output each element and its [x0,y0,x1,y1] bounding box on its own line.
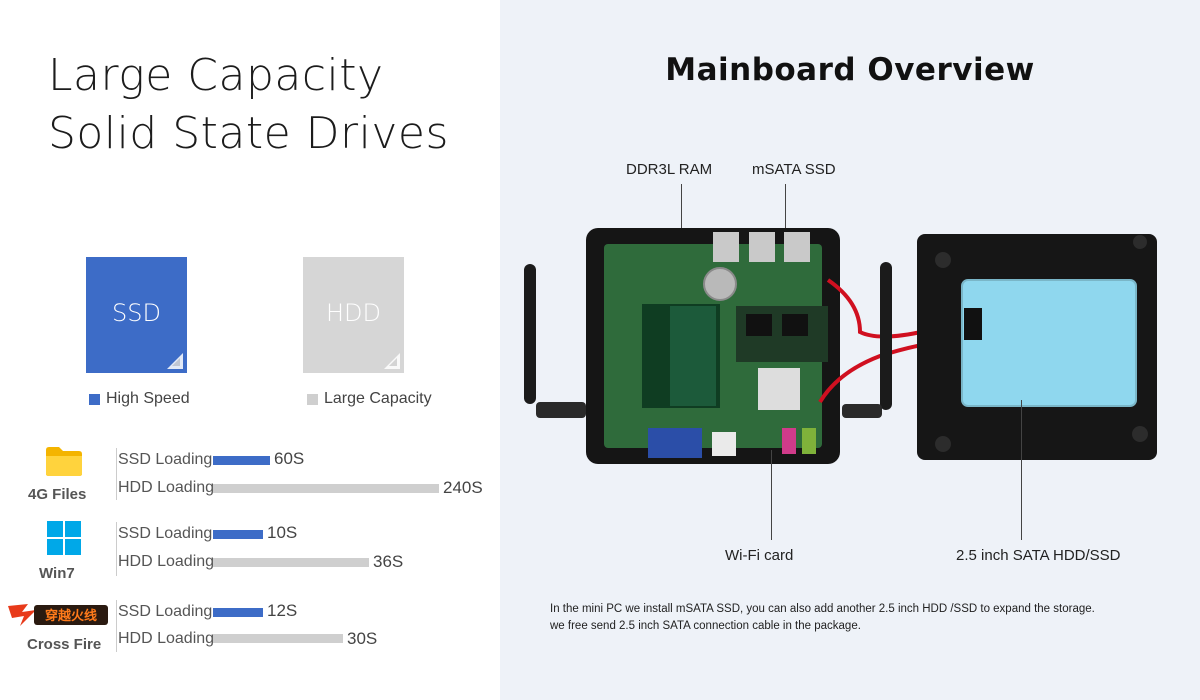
cross-fire-logo-icon: 穿越火线 [4,602,112,633]
cross-fire-logo-text: 穿越火线 [45,608,97,624]
legend-hdd-swatch [307,393,318,405]
loading-group-cross-fire: 穿越火线 Cross Fire SSD Loading 12S HDD Load… [0,592,500,662]
callout-wifi-card: Wi-Fi card [725,547,794,564]
headline-line-1: Large Capacity [48,50,384,101]
legend-hdd-label: Large Capacity [324,390,432,407]
leader-line-sata [1021,400,1022,540]
note-line-2: we free send 2.5 inch SATA connection ca… [550,620,861,632]
windows-logo-icon [26,520,102,561]
hdd-card-label: HDD [325,299,381,327]
wifi-module [758,368,800,410]
mainboard-title: Mainboard Overview [665,52,1035,88]
legend-hdd: Large Capacity [307,390,432,408]
callout-sata-drive: 2.5 inch SATA HDD/SSD [956,547,1121,564]
loading-group-4g-files: 4G Files SSD Loading 60S HDD Loading 240… [0,440,500,510]
note-line-1: In the mini PC we install mSATA SSD, you… [550,603,1095,615]
hdd-loading-bar [213,558,369,567]
ssd-card-label: SSD [112,299,161,327]
hdd-loading-value: 240S [443,478,483,497]
legend-ssd-label: High Speed [106,390,190,407]
ssd-loading-bar [213,530,263,539]
antenna-left [524,264,536,404]
legend-ssd: High Speed [89,390,190,408]
ssd-loading-value: 60S [274,449,305,468]
leader-line-wifi [771,450,772,540]
folder-icon [26,444,102,483]
ssd-card: SSD [86,257,187,373]
headline-line-2: Solid State Drives [48,108,449,159]
hdd-loading-value: 36S [373,552,404,571]
group-name: Cross Fire [27,636,102,653]
callout-msata-ssd: mSATA SSD [752,161,836,178]
group-name: Win7 [39,565,75,582]
left-panel: Large Capacity Solid State Drives SSD HD… [0,0,500,700]
antenna-right [880,262,892,410]
loading-group-win7: Win7 SSD Loading 10S HDD Loading 36S [0,514,500,584]
ram-module [670,306,716,406]
group-name: 4G Files [28,486,87,503]
card-corner-shadow [389,358,397,366]
callout-ddr3l-ram: DDR3L RAM [626,161,713,178]
hdd-card: HDD [303,257,404,373]
ssd-loading-label: SSD Loading [118,603,213,620]
ssd-loading-value: 10S [267,523,298,542]
hdd-loading-bar [213,484,439,493]
ssd-loading-label: SSD Loading [118,451,213,468]
card-corner-decoration [167,353,183,369]
hdd-loading-bar [213,634,343,643]
hdd-loading-value: 30S [347,629,378,648]
ssd-loading-bar [213,456,270,465]
card-corner-decoration [384,353,400,369]
card-corner-shadow [172,358,180,366]
ssd-loading-label: SSD Loading [118,525,213,542]
group-divider [116,600,117,652]
ssd-loading-bar [213,608,263,617]
mini-pc-board-illustration [524,228,1157,464]
group-divider [116,522,117,576]
legend-ssd-swatch [89,393,100,405]
sata-drive [961,279,1137,407]
hdd-loading-label: HDD Loading [118,479,215,496]
group-divider [116,448,117,500]
hdd-loading-label: HDD Loading [118,553,215,570]
right-panel: Mainboard Overview DDR3L RAM mSATA SSD [500,0,1200,700]
ssd-loading-value: 12S [267,601,298,620]
hdd-loading-label: HDD Loading [118,630,215,647]
leader-line-ram [681,184,682,244]
